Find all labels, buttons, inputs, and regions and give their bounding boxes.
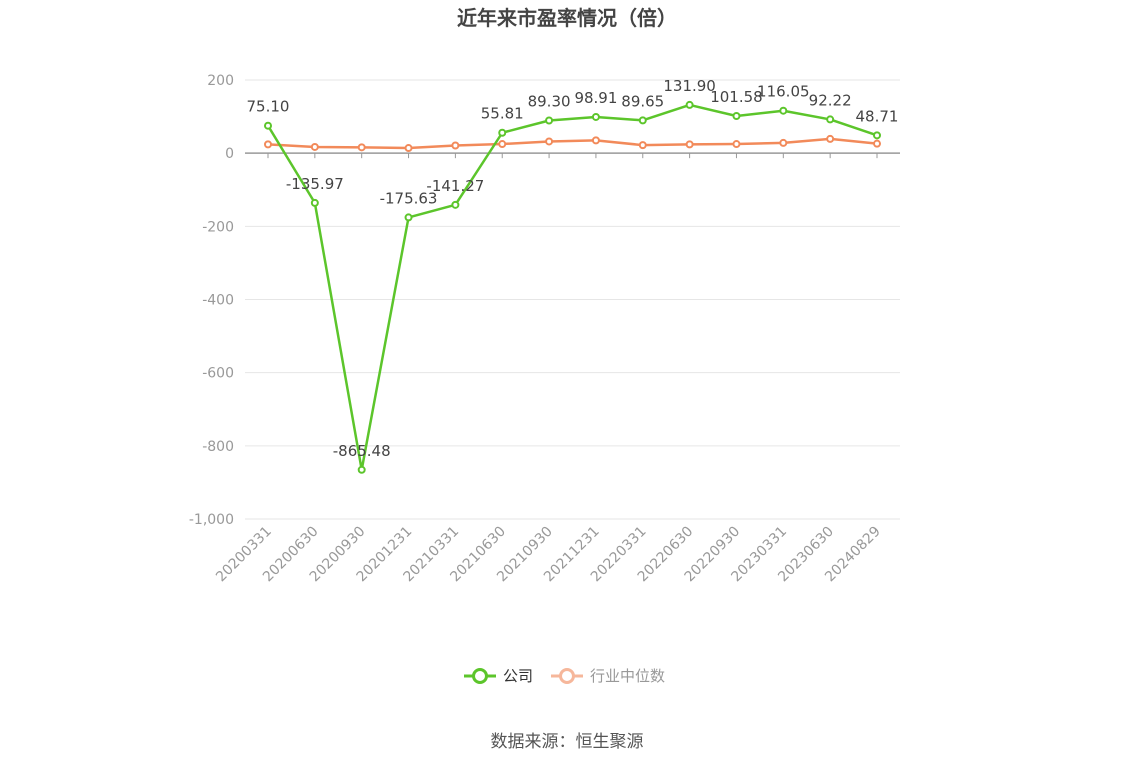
data-point-company[interactable] bbox=[310, 198, 319, 207]
data-point-industry[interactable] bbox=[732, 140, 741, 149]
legend-item-company[interactable]: 公司 bbox=[464, 667, 533, 685]
data-label: 116.05 bbox=[757, 83, 810, 101]
data-source: 数据来源：恒生聚源 bbox=[491, 732, 644, 752]
data-point-industry[interactable] bbox=[779, 138, 788, 147]
data-label: 89.65 bbox=[621, 92, 664, 110]
legend-industry-marker-icon bbox=[559, 668, 575, 684]
legend-company-label: 公司 bbox=[503, 667, 533, 685]
y-tick-label: -600 bbox=[202, 366, 234, 382]
chart-title: 近年来市盈率情况（倍） bbox=[457, 6, 677, 30]
data-point-industry[interactable] bbox=[545, 137, 554, 146]
axes: 2000-200-400-600-800-1,00020200331202006… bbox=[189, 73, 900, 585]
data-point-industry[interactable] bbox=[826, 134, 835, 143]
data-point-industry[interactable] bbox=[638, 141, 647, 150]
data-label: 75.10 bbox=[247, 98, 290, 116]
data-point-company[interactable] bbox=[873, 131, 881, 140]
data-labels: 75.10-135.97-865.48-175.63-141.2755.8189… bbox=[247, 77, 899, 460]
data-point-company[interactable] bbox=[404, 213, 413, 222]
data-point-industry[interactable] bbox=[451, 141, 460, 150]
y-tick-label: -1,000 bbox=[189, 512, 234, 528]
data-label: 92.22 bbox=[809, 91, 852, 109]
series-lines bbox=[264, 100, 881, 474]
data-point-industry[interactable] bbox=[591, 136, 600, 145]
series-line-industry bbox=[267, 137, 878, 150]
y-tick-label: 0 bbox=[225, 146, 234, 162]
legend[interactable]: 公司 行业中位数 bbox=[464, 667, 665, 685]
data-point-industry[interactable] bbox=[310, 142, 319, 151]
data-point-company[interactable] bbox=[545, 116, 554, 125]
data-label: -135.97 bbox=[286, 175, 344, 193]
grid-lines bbox=[245, 79, 900, 520]
data-label: 131.90 bbox=[663, 77, 716, 95]
data-point-industry[interactable] bbox=[264, 140, 272, 149]
y-tick-label: -800 bbox=[202, 439, 234, 455]
data-point-industry[interactable] bbox=[498, 140, 507, 149]
data-point-company[interactable] bbox=[638, 116, 647, 125]
data-point-industry[interactable] bbox=[873, 139, 881, 148]
data-point-industry[interactable] bbox=[685, 140, 694, 149]
y-tick-label: -400 bbox=[202, 293, 234, 309]
data-point-company[interactable] bbox=[591, 112, 600, 121]
y-tick-label: 200 bbox=[207, 73, 234, 89]
data-label: 98.91 bbox=[574, 89, 617, 107]
data-label: 48.71 bbox=[856, 107, 899, 125]
data-label: -865.48 bbox=[333, 442, 391, 460]
data-label: -141.27 bbox=[426, 177, 484, 195]
y-tick-label: -200 bbox=[202, 219, 234, 235]
data-point-company[interactable] bbox=[451, 200, 460, 209]
data-point-company[interactable] bbox=[498, 128, 507, 137]
data-point-company[interactable] bbox=[732, 112, 741, 121]
data-point-company[interactable] bbox=[779, 106, 788, 115]
data-point-industry[interactable] bbox=[357, 143, 366, 152]
data-label: -175.63 bbox=[380, 189, 438, 207]
data-point-company[interactable] bbox=[826, 115, 835, 124]
legend-company-marker-icon bbox=[472, 668, 488, 684]
data-point-industry[interactable] bbox=[404, 144, 413, 153]
legend-item-industry[interactable]: 行业中位数 bbox=[551, 667, 665, 685]
data-label: 101.58 bbox=[710, 88, 763, 106]
data-label: 55.81 bbox=[481, 105, 524, 123]
data-label: 89.30 bbox=[528, 92, 571, 110]
data-point-company[interactable] bbox=[685, 100, 694, 109]
series-line-company bbox=[266, 103, 878, 472]
data-point-company[interactable] bbox=[264, 121, 272, 130]
legend-industry-label: 行业中位数 bbox=[590, 667, 665, 685]
data-point-company[interactable] bbox=[357, 465, 366, 474]
